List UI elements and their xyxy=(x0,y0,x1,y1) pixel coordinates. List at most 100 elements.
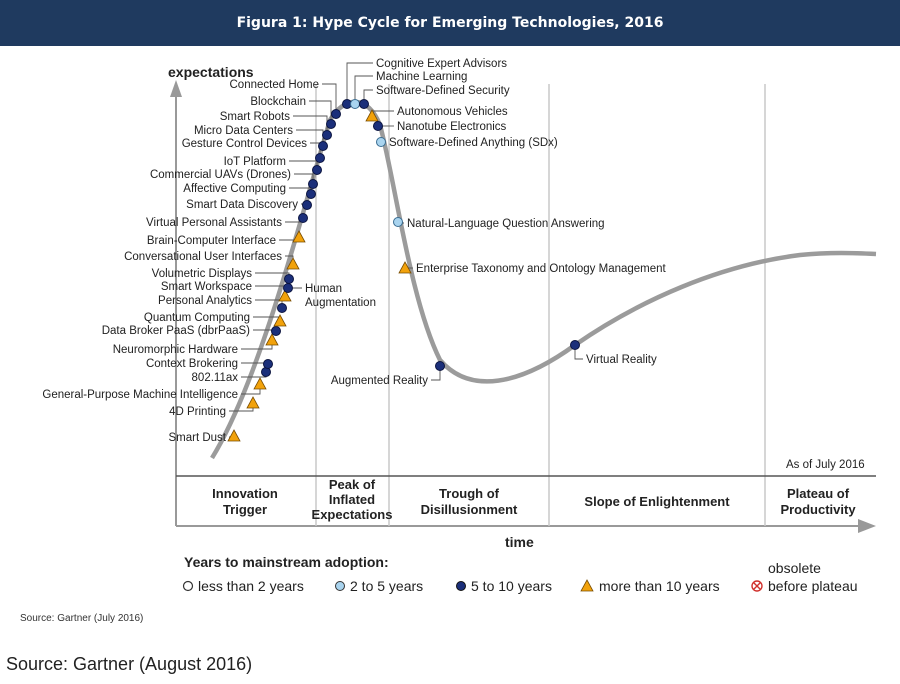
label-augmented-reality: Augmented Reality xyxy=(331,375,428,387)
phase-label-line1: Innovation xyxy=(212,486,278,501)
legend-2to5-marker xyxy=(335,581,345,591)
label-volumetric-displays: Volumetric Displays xyxy=(152,268,253,280)
legend-lt2-label: less than 2 years xyxy=(198,578,304,594)
label-virtual-personal-assistants: Virtual Personal Assistants xyxy=(146,217,282,229)
label-blockchain: Blockchain xyxy=(250,96,306,108)
marker-smart-robots xyxy=(322,130,332,140)
marker-software-defined-anything-sdx xyxy=(376,137,386,147)
label-data-broker-paas-dbrpaas: Data Broker PaaS (dbrPaaS) xyxy=(102,325,250,337)
label-machine-learning: Machine Learning xyxy=(376,71,467,83)
label-802-11ax: 802.11ax xyxy=(192,372,239,384)
leader-micro-data-centers xyxy=(296,129,324,146)
phase-label-line1: Peak of xyxy=(329,477,376,492)
marker-iot-platform xyxy=(312,165,322,175)
label-micro-data-centers: Micro Data Centers xyxy=(194,125,293,137)
marker-neuromorphic-hardware xyxy=(265,333,279,346)
phase-innovation-trigger: Innovation Trigger xyxy=(212,486,278,517)
legend: Years to mainstream adoption: less than … xyxy=(182,554,858,594)
y-axis-label: expectations xyxy=(168,64,254,80)
marker-data-broker-paas-dbrpaas xyxy=(271,326,281,336)
marker-general-purpose-machine-intelligence xyxy=(253,377,267,390)
phase-slope: Slope of Enlightenment xyxy=(584,494,730,509)
label-brain-computer-interface: Brain-Computer Interface xyxy=(147,235,276,247)
x-axis-label: time xyxy=(505,534,534,550)
legend-gt10-label: more than 10 years xyxy=(599,578,720,594)
phase-label-line3: Expectations xyxy=(312,507,393,522)
leader-blockchain xyxy=(309,100,332,124)
label-general-purpose-machine-intelligence: General-Purpose Machine Intelligence xyxy=(42,389,238,401)
marker-augmented-reality xyxy=(435,361,445,371)
inner-source-note: Source: Gartner (July 2016) xyxy=(20,613,143,624)
label-quantum-computing: Quantum Computing xyxy=(144,312,250,324)
phase-label-line1: Slope of Enlightenment xyxy=(584,494,730,509)
phase-label-line2: Disillusionment xyxy=(421,502,518,517)
label-personal-analytics: Personal Analytics xyxy=(158,295,252,307)
marker-virtual-personal-assistants xyxy=(298,213,308,223)
label-smart-workspace: Smart Workspace xyxy=(161,281,252,293)
marker-smart-dust xyxy=(227,429,241,442)
marker-enterprise-taxonomy-and-ontology-management xyxy=(398,261,412,274)
marker-software-defined-security xyxy=(359,99,369,109)
marker-human-augmentation xyxy=(278,289,292,302)
phase-label-line1: Trough of xyxy=(439,486,500,501)
hype-curve xyxy=(210,99,877,460)
footer-source: Source: Gartner (August 2016) xyxy=(6,654,253,674)
marker-virtual-reality xyxy=(570,340,580,350)
y-axis-arrow xyxy=(170,80,182,97)
label-conversational-user-interfaces: Conversational User Interfaces xyxy=(124,251,282,263)
marker-conversational-user-interfaces xyxy=(286,257,300,270)
label-autonomous-vehicles: Autonomous Vehicles xyxy=(397,106,508,118)
label-neuromorphic-hardware: Neuromorphic Hardware xyxy=(113,344,238,356)
label-software-defined-anything-sdx: Software-Defined Anything (SDx) xyxy=(389,137,558,149)
label-cognitive-expert-advisors: Cognitive Expert Advisors xyxy=(376,58,507,70)
label-smart-dust: Smart Dust xyxy=(168,432,226,444)
leader-machine-learning xyxy=(354,75,373,104)
label-connected-home: Connected Home xyxy=(230,79,320,91)
phase-peak: Peak of Inflated Expectations xyxy=(312,477,393,522)
marker-smart-data-discovery xyxy=(302,200,312,210)
figure-title-banner: Figura 1: Hype Cycle for Emerging Techno… xyxy=(0,0,900,46)
phase-label-line2: Trigger xyxy=(223,502,267,517)
label-commercial-uavs-drones: Commercial UAVs (Drones) xyxy=(150,169,291,181)
marker-quantum-computing xyxy=(273,314,287,327)
marker-connected-home xyxy=(331,109,341,119)
label-smart-data-discovery: Smart Data Discovery xyxy=(186,199,298,211)
as-of-label: As of July 2016 xyxy=(786,459,865,471)
marker-affective-computing xyxy=(306,189,316,199)
marker-context-brokering xyxy=(263,359,273,369)
legend-obsolete-label-2: before plateau xyxy=(768,578,858,594)
figure-title: Figura 1: Hype Cycle for Emerging Techno… xyxy=(236,15,664,31)
label-iot-platform: IoT Platform xyxy=(224,156,286,168)
label-virtual-reality: Virtual Reality xyxy=(586,354,657,366)
x-axis-arrow xyxy=(858,519,876,533)
marker-4d-printing xyxy=(246,396,260,409)
legend-5to10-label: 5 to 10 years xyxy=(471,578,552,594)
marker-micro-data-centers xyxy=(318,141,328,151)
marker-autonomous-vehicles xyxy=(365,109,379,122)
marker-blockchain xyxy=(326,119,336,129)
legend-2to5-label: 2 to 5 years xyxy=(350,578,423,594)
legend-gt10-marker xyxy=(580,579,594,592)
legend-5to10-marker xyxy=(456,581,466,591)
phase-label-line2: Inflated xyxy=(329,492,375,507)
label-enterprise-taxonomy-and-ontology-management: Enterprise Taxonomy and Ontology Managem… xyxy=(416,263,667,275)
leader-quantum-computing xyxy=(253,316,281,321)
legend-obsolete-label-1: obsolete xyxy=(768,560,821,576)
marker-natural-language-question-answering xyxy=(393,217,403,227)
legend-lt2-marker xyxy=(182,580,194,592)
marker-commercial-uavs-drones xyxy=(308,179,318,189)
leader-smart-robots xyxy=(293,115,328,135)
label-nanotube-electronics: Nanotube Electronics xyxy=(397,121,507,133)
label-software-defined-security: Software-Defined Security xyxy=(376,85,510,97)
marker-volumetric-displays xyxy=(284,274,294,284)
label-4d-printing: 4D Printing xyxy=(169,406,226,418)
label-affective-computing: Affective Computing xyxy=(183,183,286,195)
leader-cognitive-expert-advisors xyxy=(346,62,373,104)
phase-plateau: Plateau of Productivity xyxy=(780,486,856,517)
legend-obsolete-marker xyxy=(751,580,763,592)
label-human-augmentation: Human Augmentation xyxy=(305,283,376,309)
marker-machine-learning xyxy=(350,99,360,109)
label-context-brokering: Context Brokering xyxy=(146,358,238,370)
phase-label-line2: Productivity xyxy=(780,502,856,517)
